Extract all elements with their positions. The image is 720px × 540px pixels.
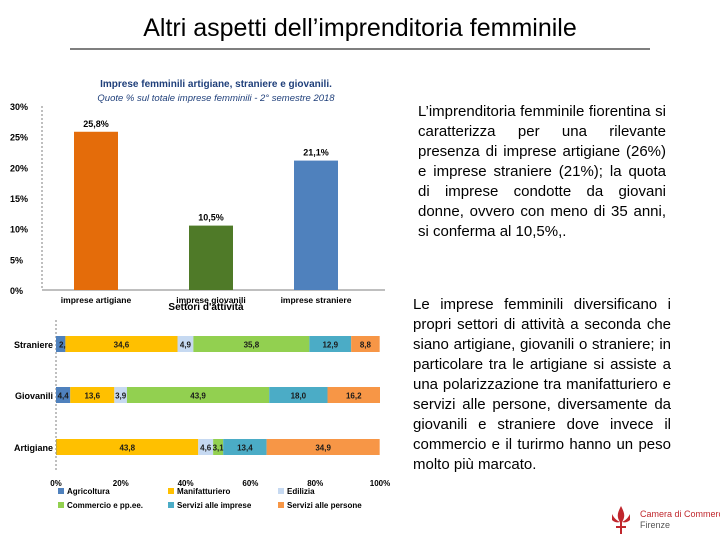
charts-svg: Imprese femminili artigiane, straniere e… xyxy=(10,79,390,510)
chart2-legend-swatch xyxy=(58,488,64,494)
chart2-segment xyxy=(269,387,328,403)
chart2-category-label: Straniere xyxy=(14,340,53,350)
chart2-segment xyxy=(223,439,267,455)
chart2-segment xyxy=(213,439,224,455)
chart2-value-label: 34,6 xyxy=(114,341,130,350)
chart2-legend-swatch xyxy=(168,502,174,508)
chart2-segment xyxy=(126,387,270,403)
chart1-category-label: imprese straniere xyxy=(281,295,352,305)
chart2-segment xyxy=(193,336,310,352)
logo-text: Camera di Commercio Firenze xyxy=(640,509,720,531)
chart1-value-label: 25,8% xyxy=(83,119,109,129)
chart2-value-label: 13,4 xyxy=(237,444,253,453)
chart1-y-tick: 15% xyxy=(10,194,28,204)
chart2-segment xyxy=(198,439,214,455)
chart1-y-tick: 30% xyxy=(10,102,28,112)
chart2-legend-label: Servizi alle imprese xyxy=(177,501,252,510)
chart1-title: Imprese femminili artigiane, straniere e… xyxy=(100,79,332,90)
chart2-x-tick: 80% xyxy=(307,479,323,488)
chart2-legend-label: Manifatturiero xyxy=(177,487,230,496)
chart2-x-tick: 60% xyxy=(242,479,258,488)
chart2-x-tick: 0% xyxy=(50,479,62,488)
chart2-value-label: 12,9 xyxy=(322,341,338,350)
chart2-legend-swatch xyxy=(278,488,284,494)
chart2-x-tick: 20% xyxy=(113,479,129,488)
chart2-value-label: 43,9 xyxy=(190,392,206,401)
chart2-value-label: 8,8 xyxy=(360,341,372,350)
chart2-segment xyxy=(56,336,66,352)
chart2-value-label: 18,0 xyxy=(291,392,307,401)
slide-title: Altri aspetti dell’imprenditoria femmini… xyxy=(143,14,577,42)
chart2-value-label: 13,6 xyxy=(84,392,100,401)
chart2-title: Settori d'attività xyxy=(168,302,244,313)
charts-panel: Imprese femminili artigiane, straniere e… xyxy=(0,72,395,540)
chart2-value-label: 4,6 xyxy=(200,444,212,453)
chart1-y-tick: 5% xyxy=(10,255,23,265)
chart2-legend-label: Agricoltura xyxy=(67,487,110,496)
chart2-value-label: 34,9 xyxy=(315,444,331,453)
chart2-x-tick: 100% xyxy=(370,479,390,488)
chart2-legend-swatch xyxy=(58,502,64,508)
chart1-y-tick: 10% xyxy=(10,225,28,235)
chart1-subtitle: Quote % sul totale imprese femminili - 2… xyxy=(97,93,335,104)
lily-icon xyxy=(612,506,630,534)
chart2-segment xyxy=(327,387,380,403)
chart2-value-label: 2,9 xyxy=(59,341,71,350)
chart2-value-label: 16,2 xyxy=(346,392,362,401)
chamber-logo: Camera di Commercio Firenze xyxy=(606,500,720,540)
chart2-legend-swatch xyxy=(278,502,284,508)
chart2-value-label: 3,9 xyxy=(115,392,127,401)
chart2-legend-swatch xyxy=(168,488,174,494)
chart2-category-label: Giovanili xyxy=(15,391,53,401)
chart2-legend-label: Edilizia xyxy=(287,487,315,496)
chart2-value-label: 4,9 xyxy=(180,341,192,350)
chart2-value-label: 3,1 xyxy=(213,444,225,453)
title-underline xyxy=(70,48,650,50)
chart2-category-label: Artigiane xyxy=(14,443,53,453)
chart1-category-label: imprese artigiane xyxy=(61,295,132,305)
chart2-segment xyxy=(351,336,380,352)
chart2-segment xyxy=(70,387,115,403)
chart2-legend-label: Commercio e pp.ee. xyxy=(67,501,143,510)
logo-city: Firenze xyxy=(640,520,671,530)
paragraph-sectors: Le imprese femminili diversificano i pro… xyxy=(413,296,671,473)
logo-name: Camera di Commercio xyxy=(640,509,720,519)
chart2-segment xyxy=(177,336,194,352)
chart1-y-tick: 25% xyxy=(10,133,28,143)
chart1-category-label: imprese giovanili xyxy=(176,295,245,305)
chart2-segment xyxy=(56,387,71,403)
chart2-segment xyxy=(56,439,57,455)
chart2-segment xyxy=(266,439,380,455)
chart2-segment xyxy=(114,387,127,403)
chart2-segment xyxy=(309,336,352,352)
chart2-value-label: 43,8 xyxy=(119,444,135,453)
chart2-value-label: 35,8 xyxy=(244,341,260,350)
chart1-bar xyxy=(189,225,233,290)
chart2-segment xyxy=(65,336,178,352)
chart1-y-tick: 20% xyxy=(10,163,28,173)
chart1-value-label: 21,1% xyxy=(303,148,329,158)
chart1-bar xyxy=(294,160,338,290)
chart2-x-tick: 40% xyxy=(178,479,194,488)
chart2-value-label: 4,4 xyxy=(58,392,70,401)
chart1-y-tick: 0% xyxy=(10,286,23,296)
chart2-segment xyxy=(56,439,199,455)
paragraph-overview: L’imprenditoria femminile fiorentina si … xyxy=(418,103,666,240)
chart1-bar xyxy=(74,131,118,290)
chart1-value-label: 10,5% xyxy=(198,213,224,223)
chart2-legend-label: Servizi alle persone xyxy=(287,501,362,510)
